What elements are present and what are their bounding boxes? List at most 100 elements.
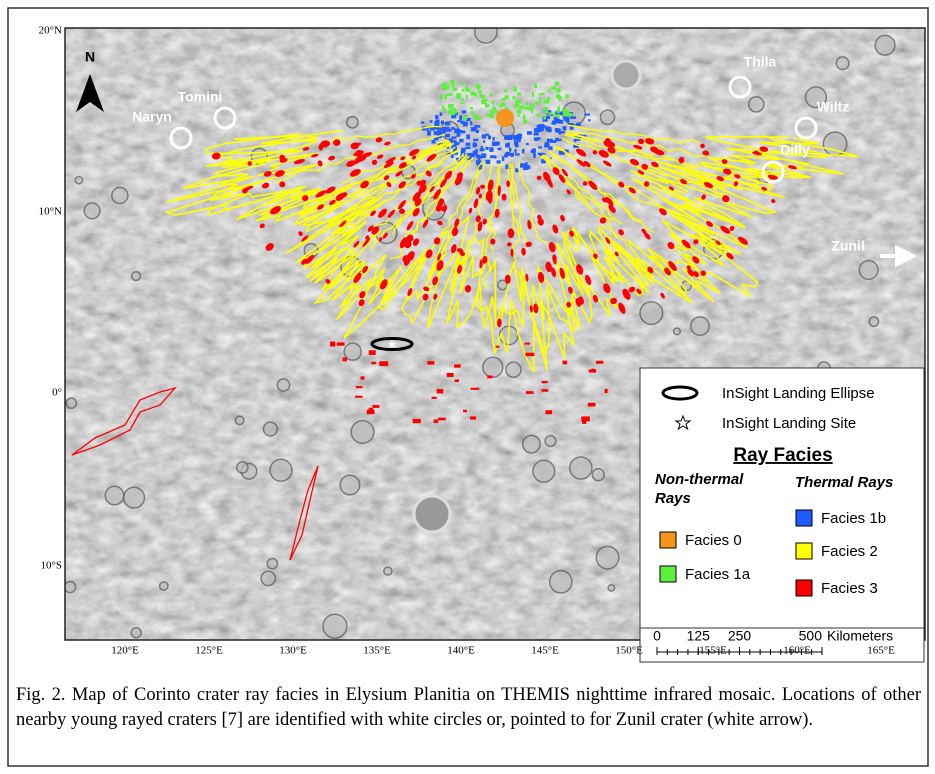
ray-facies-1b bbox=[479, 148, 484, 151]
ray-facies-1a bbox=[520, 105, 524, 109]
ray-facies-1a bbox=[486, 114, 490, 117]
surface-crater bbox=[674, 328, 681, 335]
ray-facies-1a bbox=[485, 99, 488, 102]
ray-facies-1b bbox=[445, 134, 450, 137]
surface-crater bbox=[277, 379, 289, 391]
ray-facies-1a bbox=[566, 94, 569, 98]
ray-facies-1b bbox=[505, 143, 510, 147]
ray-facies-1a bbox=[449, 109, 453, 113]
lon-label: 145°E bbox=[531, 645, 559, 657]
surface-crater bbox=[523, 435, 540, 452]
ray-facies-1b bbox=[445, 122, 450, 125]
ray-facies-1b bbox=[515, 145, 519, 148]
ray-facies-1b bbox=[427, 128, 429, 132]
crater-label: Thila bbox=[744, 54, 777, 70]
legend-title: Ray Facies bbox=[733, 445, 832, 466]
ray-facies-1b bbox=[421, 121, 424, 123]
surface-crater bbox=[351, 421, 374, 444]
ray-facies-1a bbox=[513, 87, 516, 92]
ray-facies-1b bbox=[545, 142, 549, 144]
lat-label: 20°N bbox=[39, 25, 62, 37]
ray-facies-1b bbox=[497, 160, 501, 163]
ray-facies-3 bbox=[588, 403, 596, 407]
ray-facies-1b bbox=[574, 139, 577, 142]
ray-facies-1b bbox=[490, 156, 493, 158]
lon-label: 140°E bbox=[447, 645, 475, 657]
ray-facies-3 bbox=[330, 342, 335, 347]
ray-facies-1b bbox=[510, 153, 514, 157]
crater-label: Wiltz bbox=[817, 99, 850, 115]
ray-facies-1b bbox=[545, 126, 550, 129]
facies-label: Facies 2 bbox=[821, 543, 878, 560]
ray-facies-1b bbox=[527, 131, 532, 135]
caption: Fig. 2. Map of Corinto crater ray facies… bbox=[16, 683, 921, 733]
ray-facies-1a bbox=[515, 100, 518, 104]
surface-crater bbox=[270, 459, 292, 481]
ray-facies-1b bbox=[550, 140, 555, 143]
ray-facies-1b bbox=[451, 127, 454, 130]
ray-facies-3 bbox=[355, 396, 362, 398]
lon-label: 120°E bbox=[111, 645, 139, 657]
ray-facies-1a bbox=[556, 88, 560, 92]
ray-facies-3 bbox=[455, 379, 459, 382]
ray-facies-3 bbox=[581, 416, 590, 421]
ray-facies-1b bbox=[437, 129, 439, 133]
ray-facies-1b bbox=[566, 118, 569, 122]
lat-label: 10°N bbox=[39, 206, 62, 218]
lon-label: 160°E bbox=[783, 645, 811, 657]
ray-facies-0 bbox=[496, 109, 514, 127]
ray-facies-1a bbox=[517, 115, 520, 117]
ray-facies-1a bbox=[460, 102, 464, 104]
ray-facies-3 bbox=[545, 410, 552, 414]
ray-facies-1b bbox=[486, 160, 491, 164]
ray-facies-1a bbox=[485, 104, 489, 107]
facies-label: Facies 3 bbox=[821, 580, 878, 597]
ray-facies-1b bbox=[571, 116, 576, 119]
lon-label: 165°E bbox=[867, 645, 895, 657]
ray-facies-1b bbox=[476, 130, 479, 133]
facies-swatch bbox=[796, 510, 812, 526]
crater-label: Zunil bbox=[831, 238, 864, 254]
surface-crater bbox=[608, 585, 614, 591]
ray-facies-1a bbox=[548, 112, 551, 115]
surface-crater bbox=[869, 317, 878, 326]
ray-facies-1a bbox=[547, 96, 550, 100]
ray-facies-1a bbox=[444, 83, 447, 86]
ray-facies-1a bbox=[539, 93, 544, 96]
ray-facies-1b bbox=[430, 128, 435, 131]
ray-facies-3 bbox=[356, 386, 363, 388]
facies-label: Facies 1b bbox=[821, 510, 886, 527]
ray-facies-1a bbox=[501, 103, 506, 106]
ray-facies-1a bbox=[477, 85, 480, 89]
surface-crater bbox=[592, 469, 604, 481]
ray-facies-1a bbox=[556, 94, 560, 98]
surface-crater bbox=[66, 398, 76, 408]
surface-crater bbox=[340, 475, 360, 495]
ray-facies-1b bbox=[464, 122, 468, 125]
ray-facies-1a bbox=[534, 84, 537, 88]
ray-facies-3 bbox=[596, 361, 603, 364]
ray-facies-3 bbox=[463, 410, 467, 412]
ray-facies-1a bbox=[450, 80, 455, 85]
ray-facies-1b bbox=[515, 153, 520, 155]
ray-facies-1a bbox=[525, 102, 528, 105]
ray-facies-1b bbox=[470, 121, 472, 125]
ray-facies-1b bbox=[473, 139, 478, 141]
ray-facies-1a bbox=[491, 115, 494, 118]
ray-facies-1a bbox=[514, 105, 518, 107]
facies-swatch bbox=[660, 566, 676, 582]
ray-facies-1b bbox=[459, 115, 462, 120]
surface-crater bbox=[347, 117, 358, 128]
ray-facies-1b bbox=[435, 115, 439, 119]
ray-facies-1a bbox=[539, 97, 541, 101]
ray-facies-1a bbox=[532, 92, 534, 97]
ray-facies-1b bbox=[563, 126, 567, 130]
ray-facies-3 bbox=[337, 342, 345, 345]
surface-crater bbox=[384, 567, 392, 575]
ray-facies-3 bbox=[525, 353, 534, 356]
ray-facies-3 bbox=[496, 346, 500, 348]
surface-crater bbox=[235, 416, 243, 424]
ray-facies-3 bbox=[367, 410, 375, 414]
ray-facies-1b bbox=[458, 129, 460, 132]
ray-facies-1a bbox=[461, 82, 464, 85]
